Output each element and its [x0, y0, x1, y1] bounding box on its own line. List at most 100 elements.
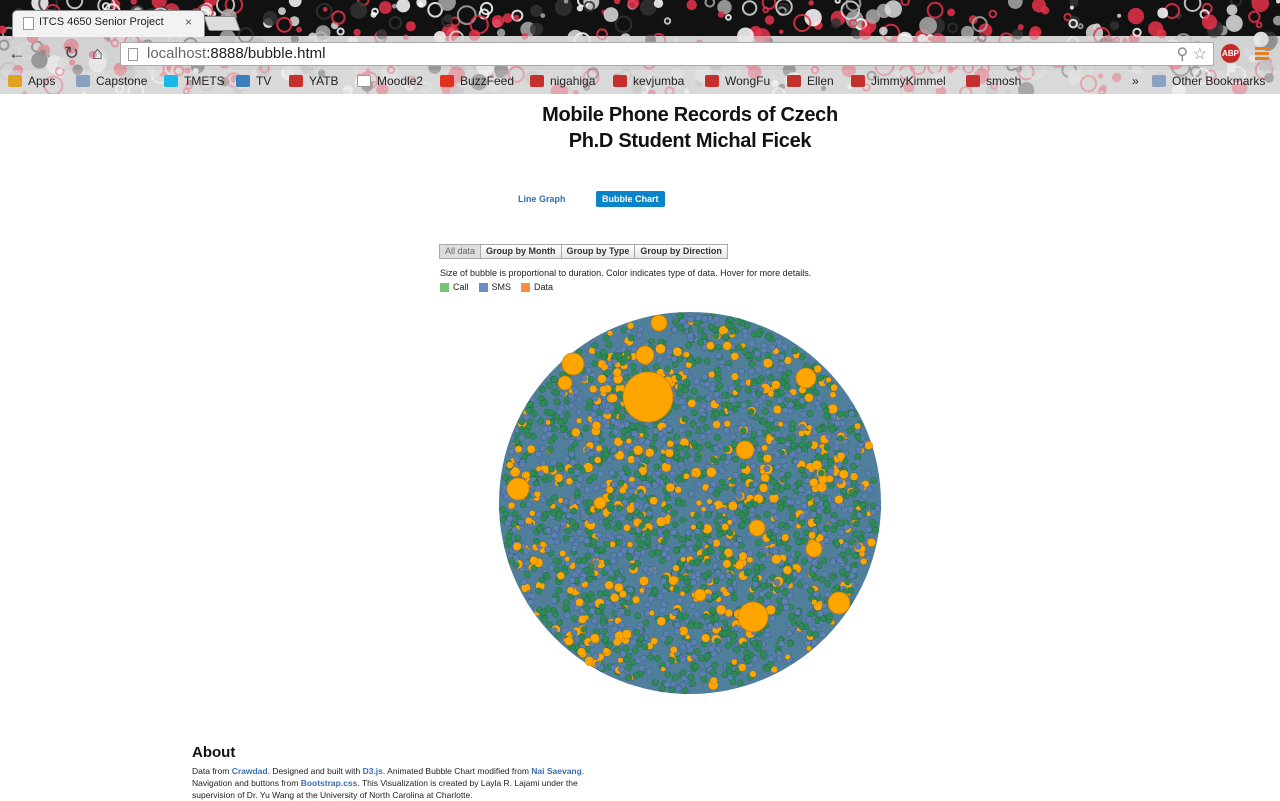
bubble[interactable] [679, 516, 687, 524]
bubble[interactable] [768, 523, 776, 530]
bubble[interactable] [766, 426, 774, 434]
bubble[interactable] [552, 524, 560, 532]
bubble[interactable] [676, 596, 683, 604]
bubble[interactable] [570, 615, 578, 623]
bubble[interactable] [549, 509, 557, 517]
bubble[interactable] [588, 607, 596, 615]
bubble[interactable] [800, 502, 808, 510]
bubble[interactable] [689, 601, 696, 609]
bubble[interactable] [695, 356, 703, 364]
bubble[interactable] [764, 352, 772, 360]
bookmark-tv[interactable]: TV [236, 74, 271, 88]
bubble[interactable] [798, 623, 806, 631]
bubble[interactable] [553, 566, 561, 573]
bubble[interactable] [690, 524, 697, 531]
bubble[interactable] [731, 658, 738, 666]
bubble[interactable] [544, 527, 552, 534]
bubble[interactable] [643, 601, 651, 609]
bubble[interactable] [507, 501, 516, 510]
bubble[interactable] [532, 537, 540, 545]
bubble[interactable] [829, 558, 837, 566]
bubble[interactable] [541, 425, 549, 433]
bubble[interactable] [763, 465, 771, 473]
bubble[interactable] [631, 430, 639, 438]
bubble[interactable] [588, 546, 595, 554]
bubble[interactable] [509, 466, 521, 478]
bubble[interactable] [535, 511, 542, 518]
bubble[interactable] [748, 519, 766, 537]
bubble[interactable] [697, 554, 705, 562]
bubble[interactable] [676, 443, 684, 451]
bubble[interactable] [750, 379, 758, 387]
bubble[interactable] [683, 322, 690, 330]
bubble[interactable] [625, 663, 633, 671]
bubble[interactable] [806, 645, 812, 652]
bubble[interactable] [707, 486, 714, 494]
bubble[interactable] [688, 490, 695, 498]
bubble[interactable] [602, 451, 610, 459]
bookmark-yatb[interactable]: YATB [289, 74, 339, 88]
bubble[interactable] [739, 472, 747, 480]
bubble[interactable] [744, 386, 752, 394]
bubble[interactable] [798, 353, 806, 361]
bubble[interactable] [651, 587, 659, 595]
bubble[interactable] [780, 476, 788, 483]
bubble[interactable] [775, 539, 783, 547]
bubble[interactable] [722, 427, 730, 435]
bubble[interactable] [786, 592, 794, 600]
bubble[interactable] [616, 551, 624, 559]
bubble[interactable] [575, 481, 583, 489]
bubble[interactable] [694, 611, 701, 619]
bubble[interactable] [703, 381, 711, 388]
bubble[interactable] [691, 471, 698, 478]
bubble[interactable] [811, 639, 818, 647]
bubble[interactable] [511, 510, 519, 518]
bubble[interactable] [785, 369, 793, 377]
bubble[interactable] [774, 451, 782, 459]
bubble[interactable] [546, 446, 554, 453]
bubble[interactable] [768, 343, 776, 351]
bubble[interactable] [756, 551, 764, 559]
bubble[interactable] [787, 401, 794, 409]
bubble[interactable] [584, 552, 592, 560]
bubble[interactable] [679, 669, 687, 677]
bubble[interactable] [663, 477, 671, 485]
group-by-direction-button[interactable]: Group by Direction [634, 244, 728, 259]
bubble[interactable] [514, 445, 523, 454]
bubble[interactable] [721, 619, 729, 627]
bubble[interactable] [548, 465, 556, 473]
bubble[interactable] [711, 661, 719, 669]
bubble[interactable] [638, 436, 646, 444]
search-icon[interactable]: ⚲ [1176, 46, 1189, 63]
bubble[interactable] [506, 477, 530, 501]
bubble[interactable] [763, 421, 771, 429]
bubble[interactable] [748, 360, 756, 368]
bubble[interactable] [602, 334, 610, 342]
bubble[interactable] [576, 647, 586, 657]
bubble[interactable] [603, 369, 611, 376]
bubble[interactable] [760, 582, 768, 590]
bubble[interactable] [607, 514, 615, 522]
bubble[interactable] [769, 615, 777, 623]
bubble[interactable] [754, 539, 762, 547]
bubble[interactable] [543, 573, 551, 581]
bubble[interactable] [591, 360, 599, 368]
bubble[interactable] [726, 519, 733, 525]
bubble[interactable] [851, 552, 859, 560]
bubble[interactable] [804, 639, 812, 647]
bubble[interactable] [826, 459, 834, 467]
bubble[interactable] [512, 561, 520, 569]
nai-saevang-link[interactable]: Nai Saevang [531, 766, 582, 776]
bubble[interactable] [712, 577, 720, 585]
bubble[interactable] [730, 594, 738, 602]
bubble[interactable] [498, 506, 506, 514]
bubble[interactable] [578, 633, 586, 641]
bubble[interactable] [669, 470, 677, 478]
bubble[interactable] [830, 413, 838, 421]
bubble[interactable] [567, 392, 575, 400]
bubble[interactable] [597, 374, 607, 384]
bubble[interactable] [701, 549, 709, 557]
bubble[interactable] [711, 593, 719, 601]
bubble[interactable] [617, 479, 625, 487]
bubble[interactable] [590, 410, 598, 418]
